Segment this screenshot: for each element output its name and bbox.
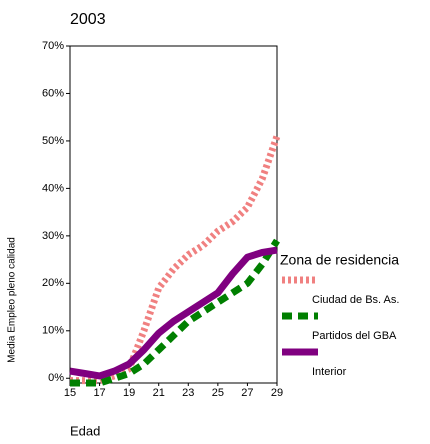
- x-tick-label: 17: [93, 387, 105, 399]
- y-tick-label: 60%: [42, 87, 64, 99]
- legend-label: Ciudad de Bs. As.: [312, 294, 399, 306]
- y-tick-label: 50%: [42, 135, 64, 147]
- x-tick-label: 25: [212, 387, 224, 399]
- line-series: [70, 238, 280, 387]
- legend-title: Zona de residencia: [280, 252, 399, 268]
- x-tick-label: 23: [182, 387, 194, 399]
- y-axis-label: Media Empleo pleno calidad: [7, 237, 18, 363]
- line-series: [69, 246, 278, 380]
- y-tick-label: 0%: [48, 372, 64, 384]
- y-tick-label: 20%: [42, 277, 64, 289]
- y-tick-label: 30%: [42, 230, 64, 242]
- x-tick-label: 15: [64, 387, 76, 399]
- x-axis-label: Edad: [70, 423, 100, 438]
- legend-label: Partidos del GBA: [312, 330, 397, 342]
- y-tick-label: 40%: [42, 182, 64, 194]
- x-tick-label: 21: [153, 387, 165, 399]
- legend-label: Interior: [312, 366, 347, 378]
- plot-frame: [69, 45, 278, 384]
- y-tick-label: 70%: [42, 40, 64, 52]
- y-tick-label: 10%: [42, 325, 64, 337]
- x-tick-label: 19: [123, 387, 135, 399]
- x-tick-label: 27: [241, 387, 253, 399]
- chart-title: 2003: [70, 11, 106, 28]
- x-tick-label: 29: [271, 387, 283, 399]
